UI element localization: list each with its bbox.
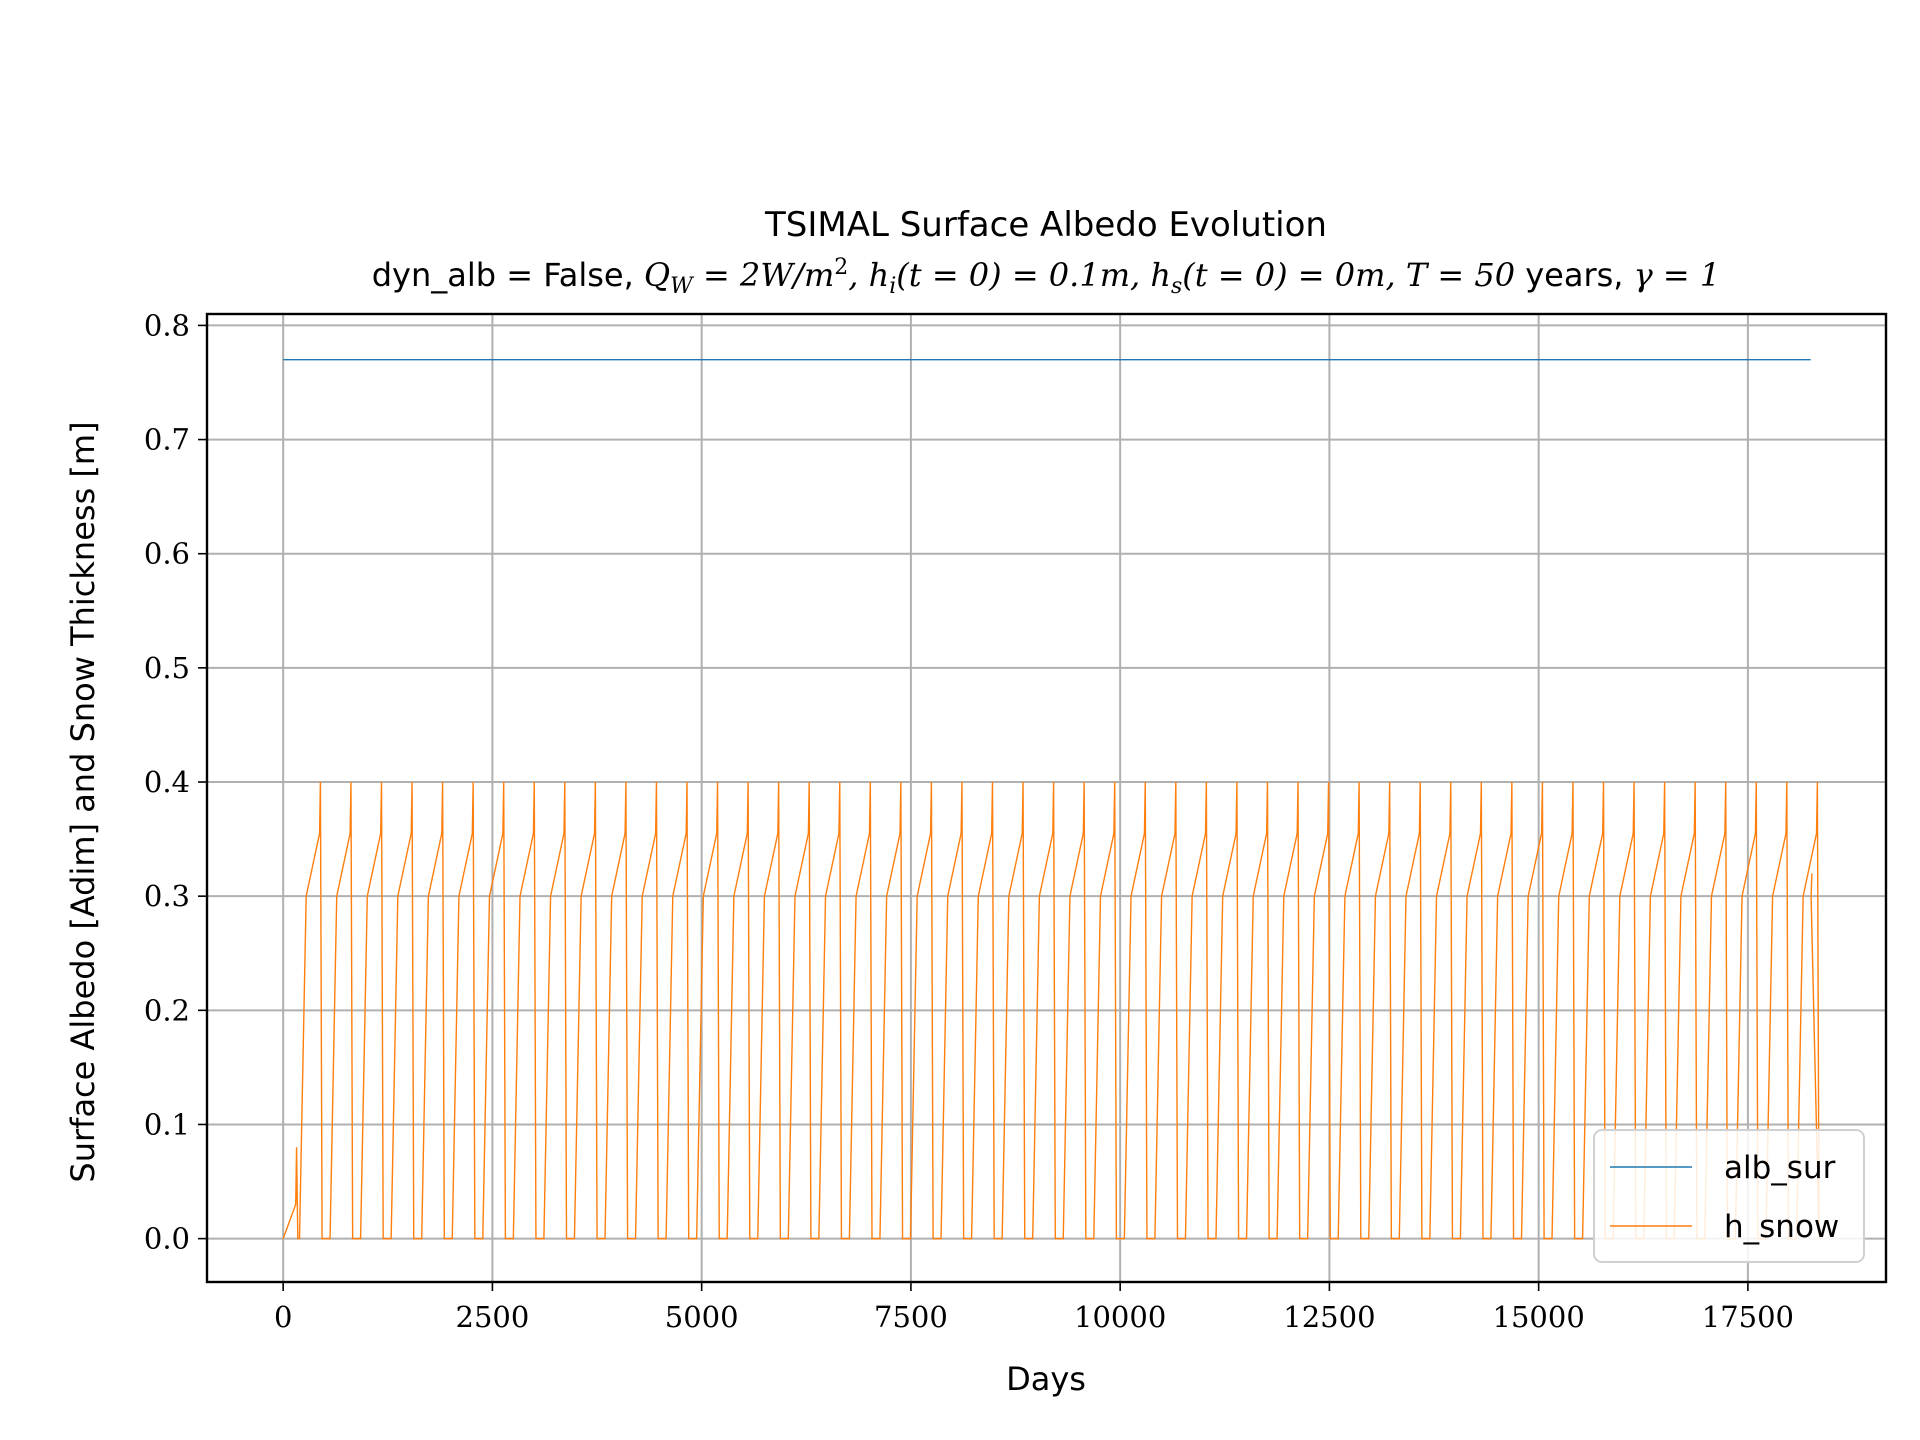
- subtitle-years: years,: [1515, 256, 1634, 294]
- subtitle-hs-sub: s: [1171, 274, 1182, 299]
- subtitle-hi-val: (t = 0) = 0.1m, h: [896, 256, 1171, 294]
- x-tick-label: 12500: [1283, 1300, 1375, 1334]
- x-axis-label: Days: [1006, 1360, 1086, 1398]
- subtitle-qw-sub: W: [670, 274, 695, 299]
- subtitle-qw-val: = 2W/m: [693, 256, 835, 294]
- y-tick-label: 0.3: [144, 879, 190, 913]
- x-tick-label: 0: [274, 1300, 292, 1334]
- subtitle-qw: Q: [644, 256, 670, 294]
- subtitle-hs-val: (t = 0) = 0m, T = 50: [1182, 256, 1515, 294]
- subtitle-prefix: dyn_alb = False,: [372, 256, 644, 294]
- series-layer: [282, 358, 1820, 1240]
- y-tick-label: 0.0: [144, 1222, 190, 1256]
- x-tick-label: 10000: [1074, 1300, 1166, 1334]
- legend-label-h-snow: h_snow: [1724, 1209, 1839, 1245]
- subtitle-hi-part: , h: [848, 256, 889, 294]
- y-tick-label: 0.7: [144, 423, 190, 457]
- legend-box: [1593, 1129, 1865, 1263]
- y-tick-label: 0.4: [144, 765, 190, 799]
- x-tick-label: 17500: [1702, 1300, 1794, 1334]
- x-tick-label: 5000: [665, 1300, 739, 1334]
- y-tick-label: 0.5: [144, 651, 190, 685]
- subtitle-gamma: γ = 1: [1634, 256, 1721, 294]
- chart-title: TSIMAL Surface Albedo Evolution: [764, 205, 1327, 245]
- series-line-h-snow: [282, 782, 1820, 1240]
- chart-subtitle: dyn_alb = False, QW = 2W/m2, hi(t = 0) =…: [372, 255, 1721, 299]
- legend: alb_sur h_snow: [1593, 1129, 1865, 1263]
- tick-layer: 0 2500 5000 7500 10000 12500 15000 17500 0.0 0.1 0…: [144, 308, 1794, 1334]
- axes-frame: [205, 312, 1888, 1284]
- y-tick-label: 0.6: [144, 537, 190, 571]
- y-tick-label: 0.2: [144, 993, 190, 1027]
- y-tick-label: 0.8: [144, 308, 190, 342]
- y-tick-label: 0.1: [144, 1107, 190, 1141]
- legend-label-alb-sur: alb_sur: [1724, 1150, 1836, 1186]
- x-tick-label: 15000: [1493, 1300, 1585, 1334]
- subtitle-hi-sub: i: [889, 274, 896, 299]
- x-tick-label: 2500: [456, 1300, 530, 1334]
- subtitle-qw-sup: 2: [834, 255, 848, 280]
- y-axis-label: Surface Albedo [Adim] and Snow Thickness…: [64, 421, 102, 1182]
- x-tick-label: 7500: [874, 1300, 948, 1334]
